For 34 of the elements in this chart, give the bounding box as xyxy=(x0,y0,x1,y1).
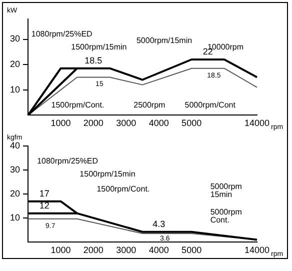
annotation: 2500rpm xyxy=(134,100,166,110)
annotation: 1500rpm/15min xyxy=(71,42,127,52)
annotation: 1080rpm/25%ED xyxy=(31,30,93,39)
x-tick-label: 2000 xyxy=(83,245,104,256)
data-label: 12 xyxy=(39,200,50,210)
x-tick-label: 14000 xyxy=(244,118,270,128)
y-tick-label: 10 xyxy=(10,84,20,94)
annotation: 1080rpm/25%ED xyxy=(37,156,98,166)
annotation: 1500rpm/Cont. xyxy=(96,184,150,194)
x-tick-label: 4000 xyxy=(148,245,169,256)
x-tick-label: 5000 xyxy=(182,245,202,256)
x-tick-label: 2000 xyxy=(83,118,104,128)
x-tick-label: 3000 xyxy=(116,245,136,256)
annotation: 5000rpm/15min xyxy=(136,36,192,45)
x-tick-label: 14000 xyxy=(244,245,270,256)
annotation: 5000rpm 15min xyxy=(210,182,242,200)
y-tick-label: 30 xyxy=(10,34,20,44)
y-tick-label: 20 xyxy=(10,188,20,199)
annotation: 5000rpm Cont. xyxy=(210,207,242,224)
x-tick-label: 1000 xyxy=(50,245,71,256)
y-tick-label: 40 xyxy=(10,140,20,150)
x-tick-label: 1000 xyxy=(50,118,71,128)
annotation: 5000rpm/Cont xyxy=(184,100,236,110)
data-label: 17 xyxy=(39,188,50,198)
annotation: 1500rpm/Cont. xyxy=(51,100,104,110)
annotation: 1500rpm/15min xyxy=(80,169,136,178)
data-label: 4.3 xyxy=(152,218,166,229)
y-tick-label: 20 xyxy=(10,59,20,70)
x-tick-label: 5000 xyxy=(182,118,202,128)
y-tick-label: 30 xyxy=(10,164,20,175)
y-tick-label: 10 xyxy=(10,212,20,223)
x-tick-label: 4000 xyxy=(148,118,169,128)
x-tick-label: 3000 xyxy=(116,118,136,128)
data-label: 18.5 xyxy=(84,55,102,66)
